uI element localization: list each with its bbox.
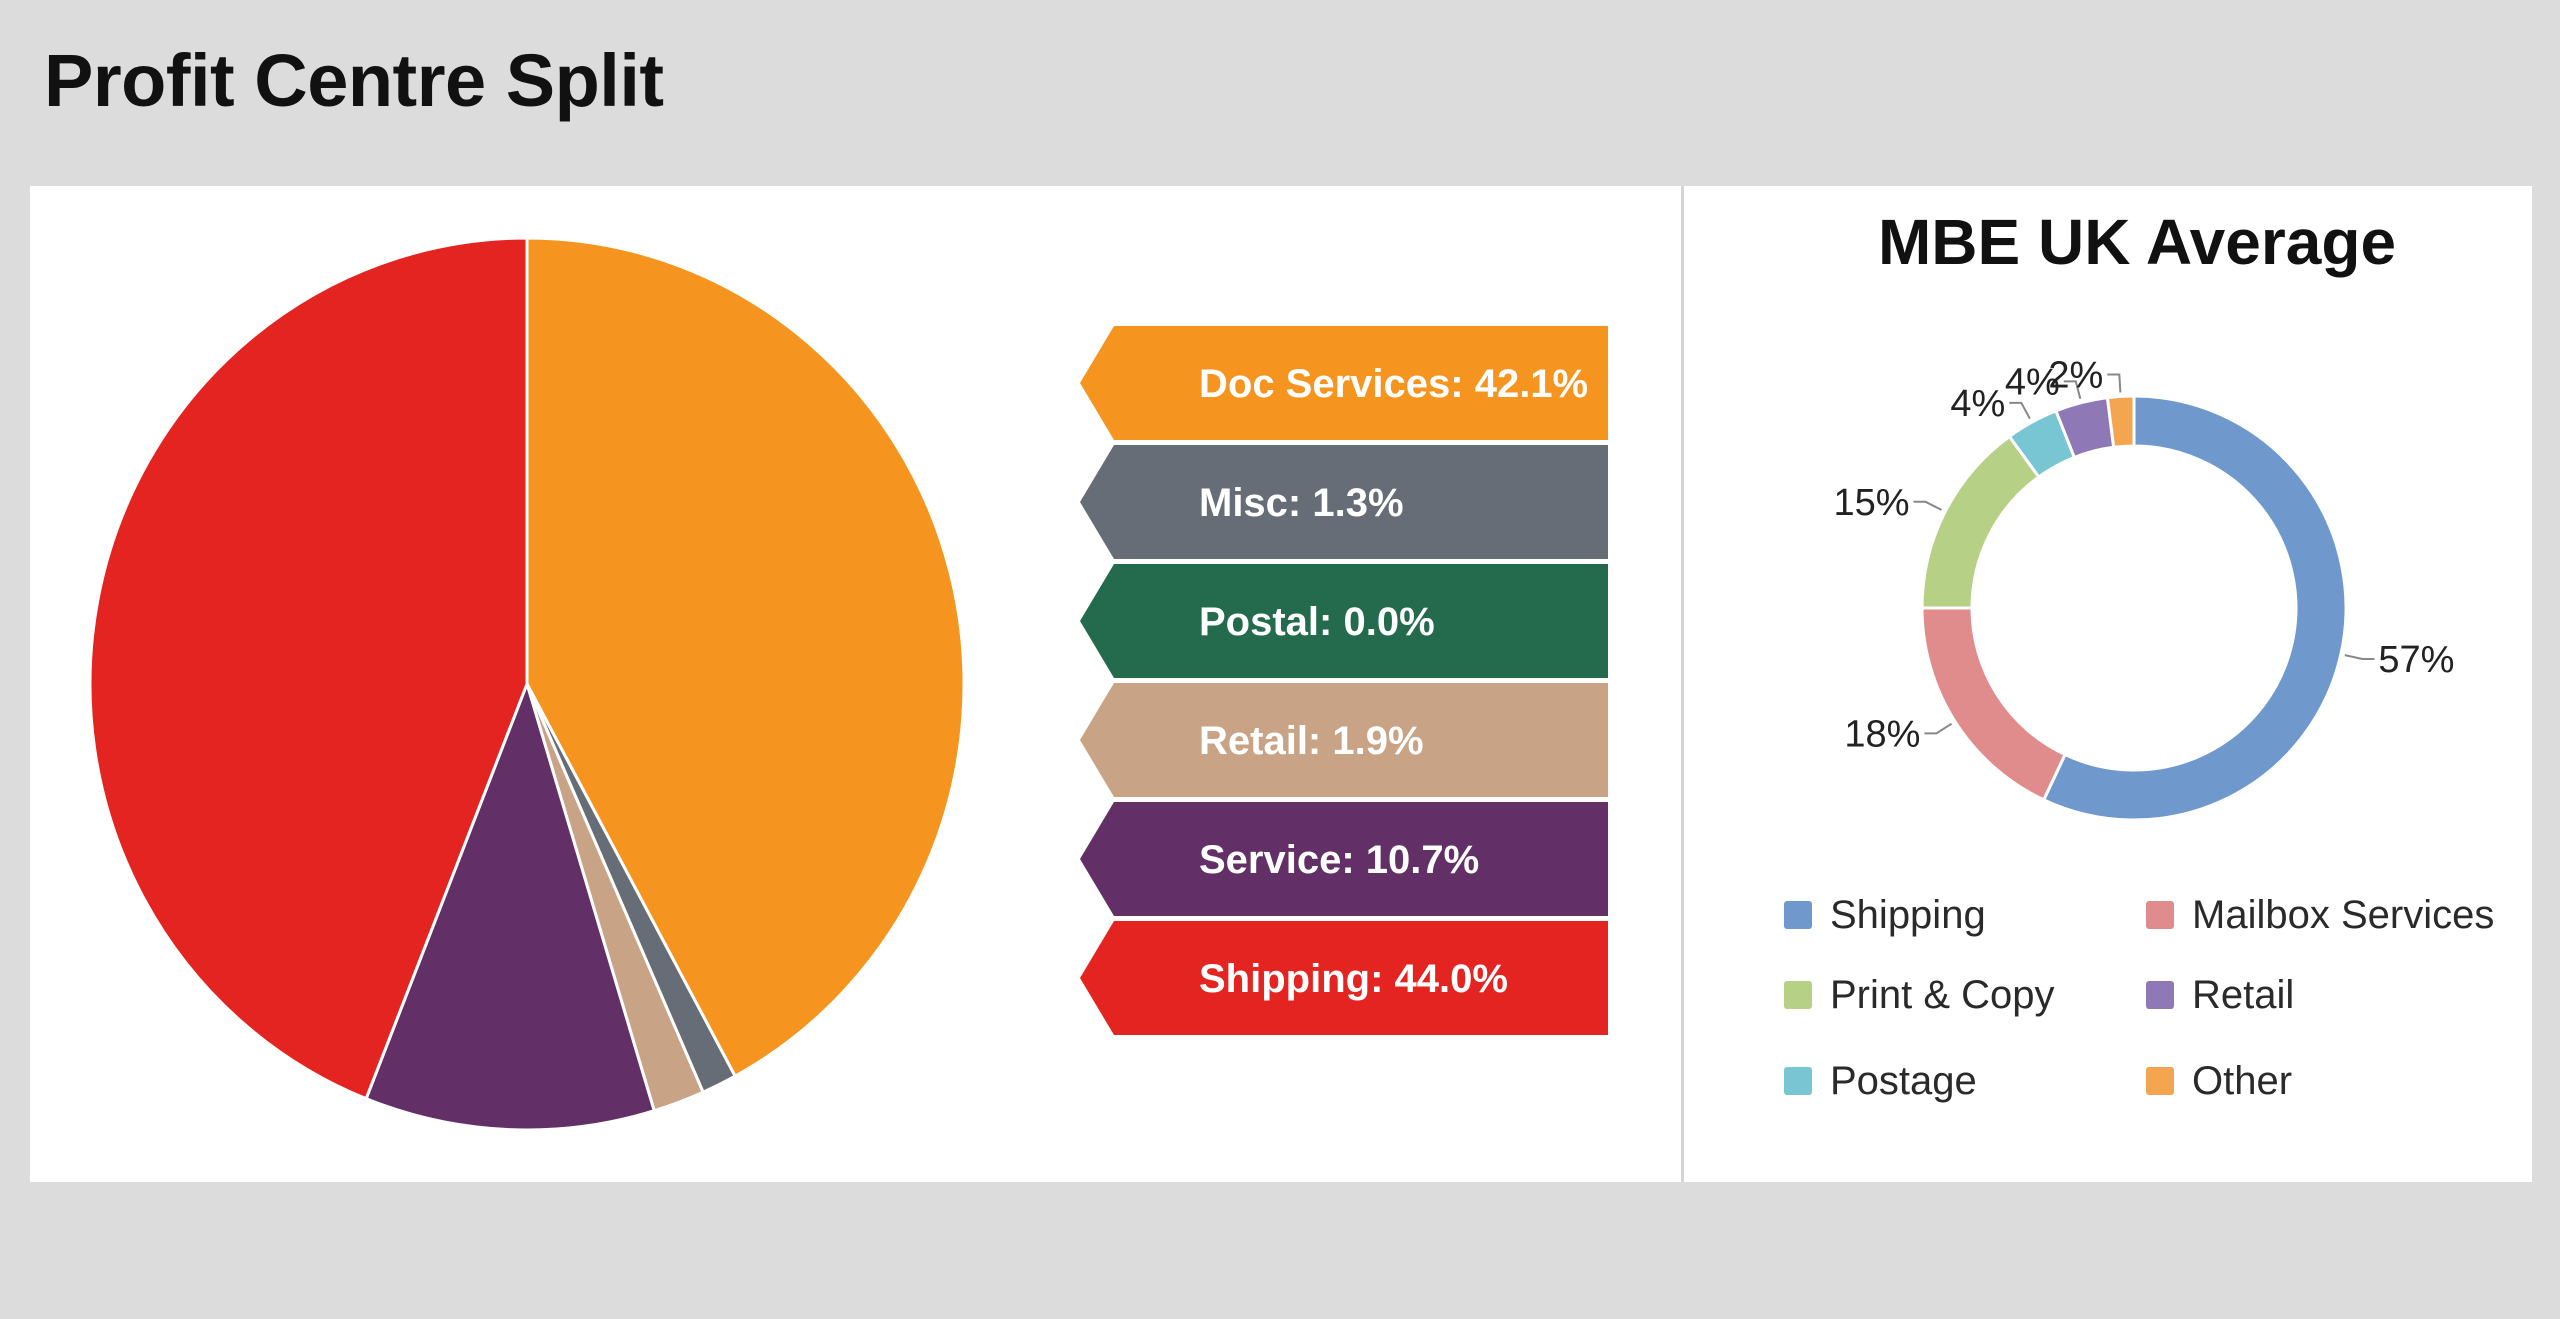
pie-label-tag-shape <box>1080 564 1608 678</box>
donut-slice-mailbox-services <box>1920 606 2068 802</box>
pie-label-tag-shipping: Shipping: 44.0% <box>1080 921 1608 1035</box>
legend-swatch <box>2146 981 2174 1009</box>
pie-label-tag-doc-services: Doc Services: 42.1% <box>1080 326 1608 440</box>
donut-data-label-mailbox-services: 18% <box>1844 713 1920 755</box>
pie-label-tag-shape <box>1080 445 1608 559</box>
donut-leader-line <box>2063 380 2082 400</box>
donut-data-label-shipping: 57% <box>2378 639 2454 681</box>
pie-label-tag-misc: Misc: 1.3% <box>1080 445 1608 559</box>
donut-chart-title: MBE UK Average <box>1878 206 2396 278</box>
pie-label-tag-text: Shipping: 44.0% <box>1199 957 1508 1001</box>
legend-label: Print & Copy <box>1830 973 2055 1017</box>
profit-centre-panel: Doc Services: 42.1% Misc: 1.3% Postal: 0.0… <box>30 186 1681 1182</box>
pie-slice-shipping <box>88 236 529 1101</box>
pie-slice-service <box>364 682 656 1132</box>
donut-slice-print-and-copy <box>1920 434 2041 610</box>
legend-swatch <box>2146 901 2174 929</box>
pie-label-tag-text: Postal: 0.0% <box>1199 600 1435 644</box>
donut-leader-line <box>1924 722 1953 735</box>
donut-leader-line <box>2107 373 2122 393</box>
profit-centre-pie-chart: Doc Services: 42.1% Misc: 1.3% Postal: 0.0… <box>88 236 1608 1132</box>
legend-swatch <box>1784 981 1812 1009</box>
legend-label: Mailbox Services <box>2192 893 2494 937</box>
pie-slice-doc-services <box>525 236 966 1078</box>
mbe-uk-average-donut-chart: MBE UK Average 57%18%15%4%4%2% Shipping M… <box>1784 206 2494 1103</box>
legend-label: Shipping <box>1830 893 1986 937</box>
legend-label: Postage <box>1830 1059 1977 1103</box>
legend-swatch <box>1784 901 1812 929</box>
donut-leader-line <box>2009 401 2031 420</box>
pie-label-tag-text: Service: 10.7% <box>1199 838 1479 882</box>
pie-label-tag-text: Retail: 1.9% <box>1199 719 1424 763</box>
legend-item-other: Other <box>2146 1059 2292 1103</box>
legend-item-shipping: Shipping <box>1784 893 1986 937</box>
donut-data-label-print-and-copy: 15% <box>1833 482 1909 524</box>
legend-item-retail: Retail <box>2146 973 2294 1017</box>
mbe-uk-average-panel: MBE UK Average 57% 18% 15% 4% 4% 2% Shipping M… <box>1684 186 2532 1182</box>
legend-swatch <box>2146 1067 2174 1095</box>
legend-swatch <box>1784 1067 1812 1095</box>
donut-data-label-other: 2% <box>2048 355 2103 397</box>
pie-label-tag-service: Service: 10.7% <box>1080 802 1608 916</box>
pie-label-tag-text: Misc: 1.3% <box>1199 481 1404 525</box>
legend-label: Retail <box>2192 973 2294 1017</box>
donut-leader-line <box>2344 654 2375 660</box>
donut-data-label-retail: 4% <box>2005 361 2060 403</box>
donut-data-label-postage: 4% <box>1950 383 2005 425</box>
pie-label-tag-shape <box>1080 326 1608 440</box>
charts-card: Doc Services: 42.1% Misc: 1.3% Postal: 0.0… <box>30 186 2532 1182</box>
page-title: Profit Centre Split <box>44 39 664 122</box>
pie-label-tag-postal: Postal: 0.0% <box>1080 564 1608 678</box>
pie-label-tag-shape <box>1080 921 1608 1035</box>
legend-item-postage: Postage <box>1784 1059 1977 1103</box>
pie-label-tag-shape <box>1080 802 1608 916</box>
legend-item-print-and-copy: Print & Copy <box>1784 973 2055 1017</box>
pie-label-tag-shape <box>1080 683 1608 797</box>
panel-divider <box>1681 186 1684 1182</box>
donut-slice-other <box>2105 394 2136 449</box>
donut-slice-shipping <box>2041 394 2348 822</box>
legend-item-mailbox-services: Mailbox Services <box>2146 893 2494 937</box>
pie-label-tag-text: Doc Services: 42.1% <box>1199 362 1588 406</box>
legend-label: Other <box>2192 1059 2292 1103</box>
donut-leader-line <box>1913 500 1942 511</box>
pie-label-tag-retail: Retail: 1.9% <box>1080 683 1608 797</box>
